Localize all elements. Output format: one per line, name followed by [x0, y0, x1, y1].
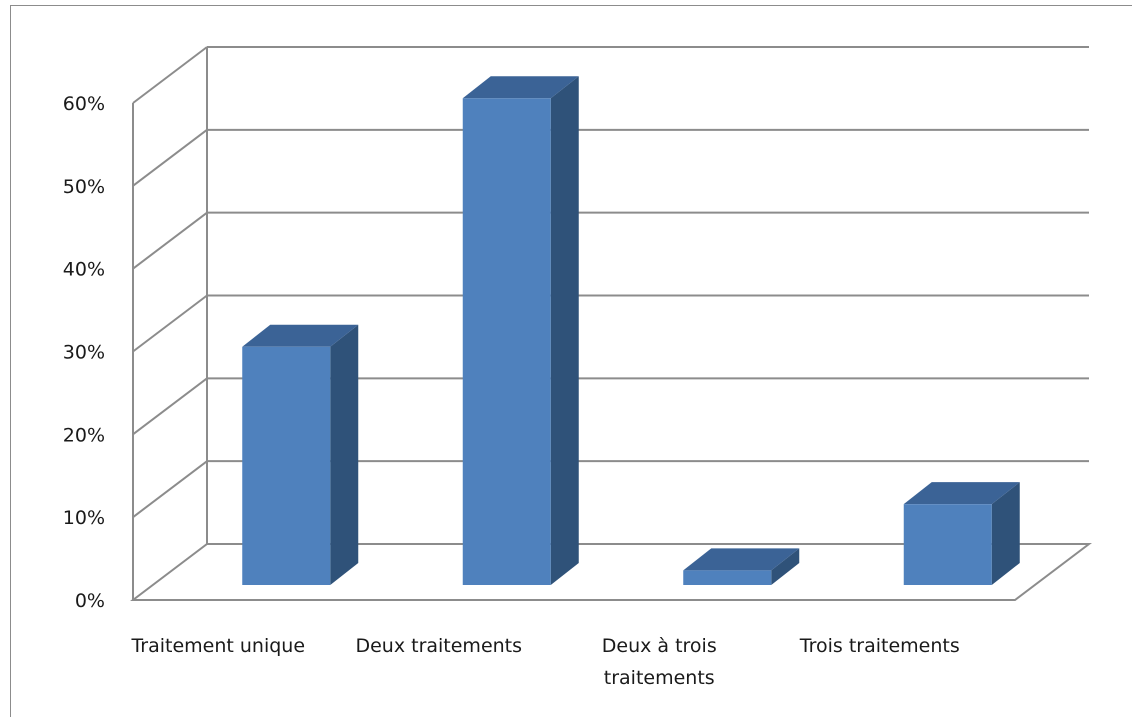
bars: [242, 76, 1020, 586]
gridline-diagonal: [132, 46, 208, 104]
bar-front: [903, 504, 992, 585]
y-tick-label: 0%: [75, 590, 105, 612]
gridline-diagonal: [132, 460, 208, 518]
bar-side: [330, 324, 359, 585]
bar-front: [242, 346, 331, 585]
bar: [242, 324, 359, 585]
bar-side: [550, 76, 579, 586]
bar-front: [462, 98, 551, 586]
bar-top: [683, 548, 800, 571]
y-tick-label: 60%: [63, 93, 105, 115]
y-tick-label: 50%: [63, 176, 105, 198]
y-tick-label: 30%: [63, 342, 105, 364]
x-tick-label: Deux traitements: [355, 635, 522, 657]
gridline-diagonal: [132, 294, 208, 353]
gridlines: [132, 46, 1089, 518]
chart-frame: [10, 5, 1132, 717]
bar-top: [242, 324, 359, 347]
bar-side: [771, 548, 800, 585]
x-tick-label: Trois traitements: [799, 635, 960, 657]
bar-top: [462, 76, 579, 99]
bar-front: [683, 570, 772, 585]
x-tick-label: Traitement unique: [130, 635, 305, 657]
gridline-diagonal: [132, 129, 208, 187]
chart-floor: [130, 543, 1092, 601]
bar: [683, 548, 800, 585]
bar: [462, 76, 579, 586]
y-tick-label: 40%: [63, 259, 105, 281]
x-axis-labels: Traitement unique Deux traitements Deux à …: [130, 635, 959, 689]
y-tick-label: 10%: [63, 507, 105, 529]
bar-top: [903, 482, 1020, 505]
x-tick-label: Deux à trois traitements: [602, 635, 717, 689]
y-tick-label: 20%: [63, 424, 105, 446]
y-axis-ticks: 0% 10% 20% 30% 40% 50% 60%: [63, 93, 105, 612]
bar: [903, 482, 1020, 585]
gridline-diagonal: [132, 377, 208, 436]
gridline-diagonal: [132, 211, 208, 270]
bar-side: [991, 482, 1020, 585]
